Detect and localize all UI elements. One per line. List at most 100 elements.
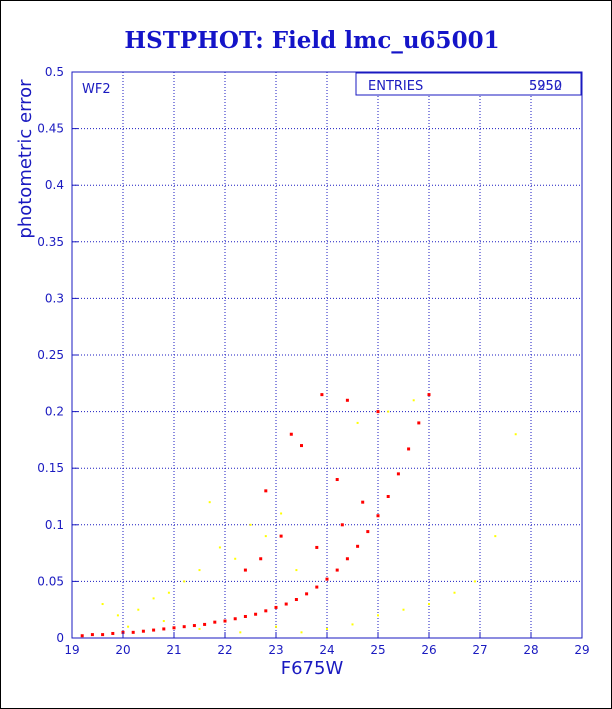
x-axis-ticks: 19 20 21 22 23 24 25 26 27 28 29	[64, 632, 590, 657]
y-tick-label: 0.1	[45, 518, 64, 532]
chart-title: HSTPHOT: Field lmc_u65001	[124, 27, 499, 54]
data-point-yellow	[264, 535, 267, 538]
y-tick-label: 0.15	[37, 461, 64, 475]
data-point-red	[274, 605, 278, 609]
data-point-red	[279, 534, 283, 538]
y-tick-label: 0.4	[45, 178, 64, 192]
data-point-yellow	[167, 591, 170, 594]
data-point-red	[264, 489, 268, 493]
y-tick-label: 0.45	[37, 122, 64, 136]
data-point-red	[192, 624, 196, 628]
data-point-red	[289, 432, 293, 436]
y-tick-label: 0.05	[37, 574, 64, 588]
data-point-yellow	[473, 580, 476, 583]
data-point-yellow	[162, 620, 165, 623]
x-tick-label: 24	[319, 643, 334, 657]
data-point-yellow	[377, 614, 379, 617]
data-point-red	[396, 472, 400, 476]
data-point-red	[417, 421, 421, 425]
data-point-red	[366, 530, 370, 534]
data-point-red	[141, 629, 145, 633]
data-point-yellow	[351, 623, 354, 626]
data-point-yellow	[116, 614, 119, 617]
data-point-red	[345, 398, 349, 402]
data-point-yellow	[453, 591, 456, 594]
data-point-red	[361, 500, 365, 504]
data-point-yellow	[101, 603, 104, 606]
grid-lines	[72, 72, 582, 638]
x-tick-label: 21	[166, 643, 181, 657]
x-tick-label: 29	[574, 643, 589, 657]
x-tick-label: 19	[64, 643, 79, 657]
data-point-yellow	[300, 631, 303, 634]
y-tick-label: 0.2	[45, 405, 64, 419]
data-point-red	[376, 410, 380, 414]
data-point-yellow	[412, 399, 415, 402]
data-point-yellow	[234, 557, 237, 560]
data-point-red	[340, 523, 344, 527]
stats-entries-value-1: 5950	[529, 79, 562, 94]
stats-box: ENTRIES 5950 5252	[355, 72, 582, 96]
stats-box-frame	[355, 72, 582, 96]
data-point-red	[264, 609, 268, 613]
data-point-red	[254, 612, 258, 616]
data-point-yellow	[239, 631, 242, 634]
data-point-red	[386, 495, 390, 498]
data-point-red	[315, 545, 319, 549]
x-tick-label: 28	[523, 643, 538, 657]
y-tick-label: 0	[56, 631, 64, 645]
x-tick-label: 20	[115, 643, 130, 657]
data-point-red	[294, 598, 298, 602]
data-point-red	[233, 617, 237, 621]
data-point-red	[182, 625, 186, 629]
data-point-red	[335, 478, 339, 482]
data-point-red	[356, 544, 360, 548]
data-point-red	[320, 393, 324, 397]
data-point-red	[223, 619, 227, 623]
data-point-yellow	[494, 535, 497, 538]
data-point-yellow	[249, 523, 252, 526]
data-point-red	[111, 631, 115, 635]
data-point-red	[90, 633, 94, 637]
x-axis-label: F675W	[281, 658, 344, 679]
data-point-red	[284, 602, 288, 606]
data-point-yellow	[356, 421, 359, 424]
data-point-red	[172, 626, 176, 630]
panel-label: WF2	[82, 82, 111, 97]
data-point-yellow	[208, 501, 211, 504]
data-point-red	[101, 633, 105, 637]
stats-entries-value-2: 5252	[529, 79, 562, 94]
y-tick-label: 0.25	[37, 348, 64, 362]
data-point-yellow	[387, 410, 390, 413]
data-point-red	[325, 577, 329, 581]
data-point-yellow	[198, 569, 201, 572]
data-point-red	[162, 627, 166, 631]
data-point-yellow	[514, 433, 517, 436]
data-point-yellow	[402, 608, 405, 611]
stats-entries-label: ENTRIES	[368, 79, 423, 94]
data-point-red	[131, 630, 135, 634]
data-point-yellow	[218, 546, 221, 549]
data-point-red	[243, 614, 247, 618]
data-point-yellow	[275, 625, 277, 628]
y-axis-label: photometric error	[15, 79, 36, 239]
data-point-yellow	[326, 627, 328, 630]
data-point-red	[335, 568, 339, 572]
x-tick-label: 27	[472, 643, 487, 657]
data-point-red	[152, 628, 156, 632]
data-points	[80, 393, 517, 638]
data-point-yellow	[280, 512, 283, 515]
data-point-red	[300, 444, 303, 448]
data-point-red	[243, 568, 247, 572]
data-point-red	[345, 557, 349, 561]
data-point-yellow	[127, 625, 130, 628]
data-point-yellow	[428, 603, 430, 606]
data-point-yellow	[198, 627, 201, 630]
x-tick-label: 26	[421, 643, 436, 657]
y-axis-ticks: 0 0.05 0.1 0.15 0.2 0.25 0.3 0.35 0.4 0.45 0.5	[37, 65, 78, 645]
y-tick-label: 0.3	[45, 291, 64, 305]
data-point-red	[80, 634, 84, 638]
x-tick-label: 22	[217, 643, 232, 657]
